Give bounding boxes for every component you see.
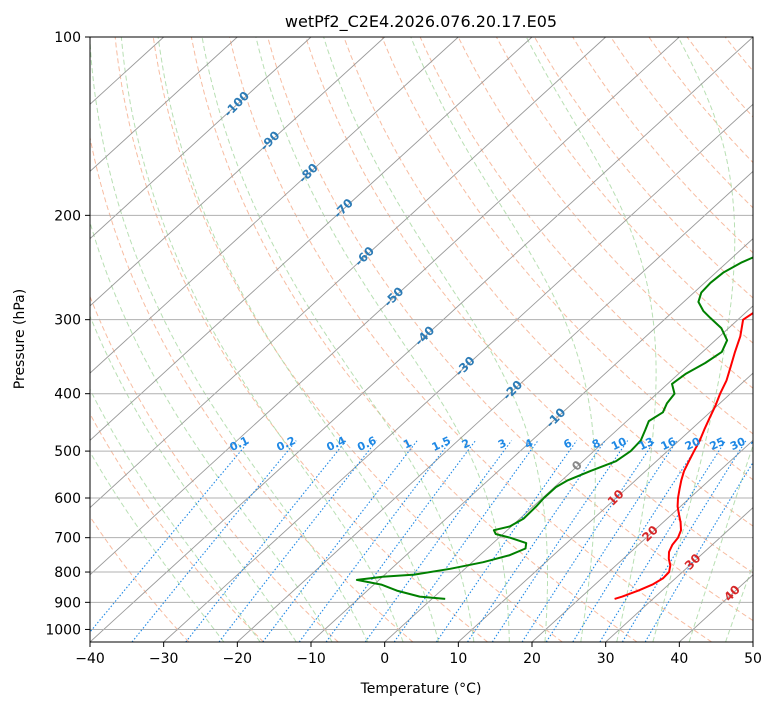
x-tick-label: 20 [523,651,541,667]
y-tick-label: 800 [54,565,81,581]
y-tick-label: 300 [54,313,81,329]
x-tick-label: −30 [149,651,179,667]
x-axis-label: Temperature (°C) [360,681,482,697]
y-tick-label: 1000 [45,622,81,638]
y-axis-label: Pressure (hPa) [12,289,28,389]
x-tick-label: −20 [223,651,253,667]
x-tick-label: −40 [75,651,105,667]
x-tick-label: 30 [597,651,615,667]
y-tick-label: 700 [54,531,81,547]
x-tick-label: −10 [296,651,326,667]
isotherm-line [753,37,775,642]
x-tick-label: 50 [744,651,762,667]
x-tick-label: 40 [670,651,688,667]
x-tick-label: 10 [449,651,467,667]
y-tick-label: 200 [54,208,81,224]
y-tick-label: 400 [54,387,81,403]
y-tick-label: 900 [54,595,81,611]
y-tick-label: 600 [54,491,81,507]
y-tick-label: 500 [54,444,81,460]
dry-adiabat [762,35,775,642]
y-tick-label: 100 [54,30,81,46]
chart-title: wetPf2_C2E4.2026.076.20.17.E05 [285,12,557,32]
x-tick-label: 0 [380,651,389,667]
